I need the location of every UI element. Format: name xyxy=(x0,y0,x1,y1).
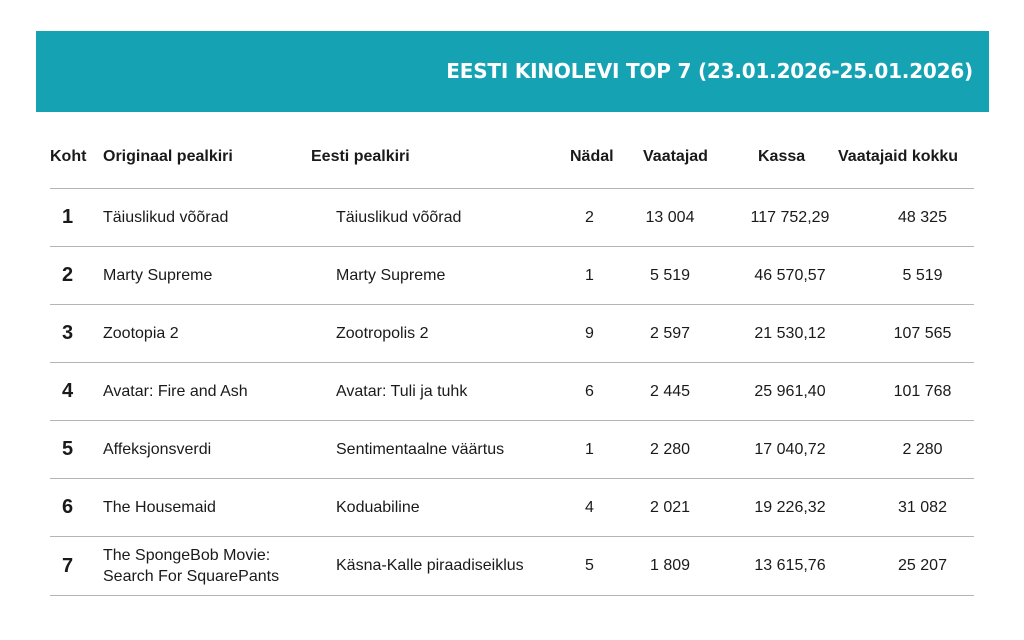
week-cell: 1 xyxy=(585,266,594,284)
total-viewers-cell: 101 768 xyxy=(893,382,952,400)
week-cell: 9 xyxy=(585,324,594,342)
title-banner: EESTI KINOLEVI TOP 7 (23.01.2026-25.01.2… xyxy=(36,31,989,112)
estonian-title-cell: Täiuslikud võõrad xyxy=(336,208,462,226)
original-title-cell: Zootopia 2 xyxy=(103,324,179,342)
box-office-cell: 17 040,72 xyxy=(754,440,826,458)
viewers-cell: 13 004 xyxy=(645,208,695,226)
total-viewers-cell: 5 519 xyxy=(902,266,943,284)
week-cell: 2 xyxy=(585,208,594,226)
viewers-cell: 2 445 xyxy=(649,382,691,400)
table-row: 2 Marty Supreme Marty Supreme 1 5 519 46… xyxy=(50,247,974,305)
box-office-cell: 21 530,12 xyxy=(754,324,826,342)
box-office-cell: 117 752,29 xyxy=(750,208,830,226)
original-title-cell: Marty Supreme xyxy=(103,266,213,284)
header-week: Nädal xyxy=(570,148,614,165)
rank-cell: 1 xyxy=(62,206,74,228)
original-title-cell: The SpongeBob Movie: Search For SquarePa… xyxy=(103,547,280,585)
box-office-cell: 46 570,57 xyxy=(754,266,826,284)
viewers-cell: 1 809 xyxy=(649,557,691,574)
header-rank: Koht xyxy=(50,148,87,165)
table-row: 7 The SpongeBob Movie: Search For Square… xyxy=(50,537,974,596)
original-title-cell: Täiuslikud võõrad xyxy=(103,208,229,226)
estonian-title-cell: Sentimentaalne väärtus xyxy=(336,440,505,458)
week-cell: 5 xyxy=(585,557,594,574)
table-row: 3 Zootopia 2 Zootropolis 2 9 2 597 21 53… xyxy=(50,305,974,363)
total-viewers-cell: 48 325 xyxy=(898,208,947,226)
week-cell: 1 xyxy=(585,440,594,458)
rank-cell: 7 xyxy=(62,554,74,577)
table-header: Koht Originaal pealkiri Eesti pealkiri N… xyxy=(50,130,974,189)
viewers-cell: 2 280 xyxy=(649,440,691,458)
table-row: 1 Täiuslikud võõrad Täiuslikud võõrad 2 … xyxy=(50,189,974,247)
viewers-cell: 5 519 xyxy=(649,266,691,284)
rank-cell: 4 xyxy=(62,380,74,402)
estonian-title-cell: Avatar: Tuli ja tuhk xyxy=(336,382,468,400)
viewers-cell: 2 597 xyxy=(649,324,691,342)
box-office-table: Koht Originaal pealkiri Eesti pealkiri N… xyxy=(50,130,974,596)
box-office-cell: 19 226,32 xyxy=(754,498,826,516)
box-office-cell: 25 961,40 xyxy=(754,382,826,400)
total-viewers-cell: 107 565 xyxy=(893,324,952,342)
estonian-title-cell: Marty Supreme xyxy=(336,266,446,284)
page-title: EESTI KINOLEVI TOP 7 (23.01.2026-25.01.2… xyxy=(446,59,973,83)
week-cell: 4 xyxy=(585,498,594,516)
rank-cell: 5 xyxy=(62,438,74,460)
rank-cell: 2 xyxy=(62,264,74,286)
header-box-office: Kassa xyxy=(758,148,806,165)
box-office-cell: 13 615,76 xyxy=(754,557,826,574)
header-original-title: Originaal pealkiri xyxy=(103,148,233,165)
viewers-cell: 2 021 xyxy=(649,498,691,516)
estonian-title-cell: Koduabiline xyxy=(336,498,420,516)
total-viewers-cell: 25 207 xyxy=(898,557,947,574)
table-row: 4 Avatar: Fire and Ash Avatar: Tuli ja t… xyxy=(50,363,974,421)
original-title-cell: The Housemaid xyxy=(103,498,216,516)
original-title-cell: Affeksjonsverdi xyxy=(103,440,212,458)
total-viewers-cell: 2 280 xyxy=(902,440,943,458)
original-title-cell: Avatar: Fire and Ash xyxy=(103,382,248,400)
header-viewers: Vaatajad xyxy=(643,148,708,165)
total-viewers-cell: 31 082 xyxy=(898,498,947,516)
estonian-title-cell: Käsna-Kalle piraadiseiklus xyxy=(336,557,524,574)
rank-cell: 3 xyxy=(62,322,74,344)
rank-cell: 6 xyxy=(62,496,74,518)
estonian-title-cell: Zootropolis 2 xyxy=(336,324,429,342)
week-cell: 6 xyxy=(585,382,594,400)
table-row: 6 The Housemaid Koduabiline 4 2 021 19 2… xyxy=(50,479,974,537)
table-row: 5 Affeksjonsverdi Sentimentaalne väärtus… xyxy=(50,421,974,479)
header-total-viewers: Vaatajaid kokku xyxy=(838,148,959,165)
header-estonian-title: Eesti pealkiri xyxy=(311,148,410,165)
